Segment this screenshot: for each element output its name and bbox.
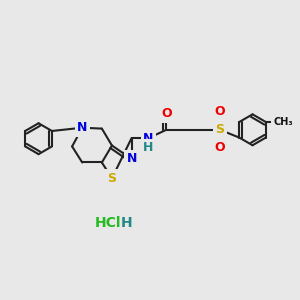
Text: S: S <box>215 123 224 136</box>
Text: HCl: HCl <box>95 216 122 230</box>
Text: N: N <box>126 152 137 165</box>
Text: S: S <box>107 172 116 185</box>
Text: O: O <box>214 141 225 154</box>
Text: N: N <box>77 121 87 134</box>
Text: N: N <box>143 132 154 145</box>
Text: H: H <box>121 216 133 230</box>
Text: H: H <box>143 141 154 154</box>
Text: CH₃: CH₃ <box>273 117 293 127</box>
Text: O: O <box>214 106 225 118</box>
Text: O: O <box>161 107 172 120</box>
